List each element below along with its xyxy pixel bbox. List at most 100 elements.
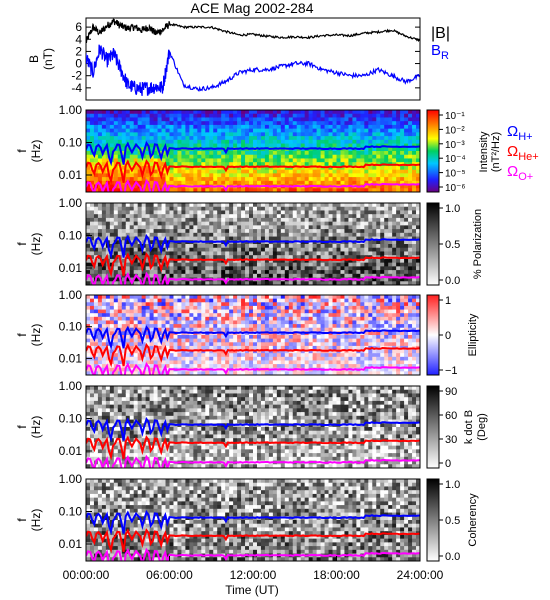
heatmap-cell: [161, 309, 167, 314]
heatmap-cell: [233, 188, 238, 192]
heatmap-cell: [157, 113, 163, 119]
heatmap-cell: [400, 221, 405, 226]
heatmap-cell: [292, 360, 298, 365]
heatmap-cell: [185, 360, 190, 365]
heatmap-cell: [93, 244, 99, 249]
heatmap-cell: [340, 273, 346, 279]
heatmap-cell: [408, 143, 413, 148]
heatmap-cell: [264, 169, 270, 174]
heatmap-cell: [312, 217, 318, 223]
heatmap-cell: [233, 217, 238, 223]
heatmap-cell: [292, 225, 298, 230]
heatmap-cell: [177, 258, 183, 264]
heatmap-cell: [237, 206, 242, 212]
heatmap-cell: [165, 273, 171, 279]
heatmap-cell: [296, 364, 302, 369]
heatmap-cell: [229, 342, 234, 347]
heatmap-cell: [149, 356, 155, 362]
heatmap-cell: [241, 232, 246, 238]
heatmap-cell: [165, 327, 171, 332]
heatmap-cell: [304, 309, 310, 314]
heatmap-cell: [256, 173, 262, 178]
heatmap-cell: [129, 320, 135, 325]
heatmap-cell: [213, 165, 218, 171]
heatmap-cell: [376, 177, 381, 182]
heatmap-cell: [360, 266, 365, 271]
heatmap-cell: [344, 177, 350, 182]
heatmap-cell: [272, 225, 278, 230]
heatmap-cell: [113, 165, 119, 171]
heatmap-cell: [372, 158, 377, 163]
heatmap-cell: [229, 151, 234, 156]
heatmap-cell: [384, 165, 389, 171]
heatmap-cell: [109, 225, 115, 230]
heatmap-cell: [364, 136, 369, 141]
heatmap-cell: [153, 270, 159, 275]
heatmap-cell: [213, 139, 218, 145]
heatmap-cell: [404, 203, 409, 208]
heatmap-cell: [209, 309, 214, 314]
heatmap-cell: [360, 281, 365, 285]
heatmap-cell: [249, 356, 254, 362]
heatmap-cell: [412, 214, 417, 219]
heatmap-cell: [93, 305, 99, 311]
heatmap-cell: [169, 139, 175, 145]
heatmap-cell: [388, 244, 393, 249]
heatmap-cell: [308, 188, 314, 192]
heatmap-cell: [89, 177, 95, 182]
heatmap-cell: [221, 244, 226, 249]
heatmap-cell: [400, 177, 405, 182]
heatmap-cell: [141, 128, 147, 133]
heatmap-cell: [352, 247, 357, 253]
heatmap-cell: [101, 298, 107, 303]
heatmap-cell: [268, 173, 274, 178]
heatmap-cell: [129, 124, 135, 130]
heatmap-cell: [396, 124, 401, 130]
heatmap-cell: [384, 217, 389, 223]
heatmap-cell: [101, 316, 107, 322]
heatmap-cell: [117, 262, 123, 267]
heatmap-cell: [245, 295, 250, 300]
heatmap-cell: [308, 162, 314, 167]
heatmap-cell: [416, 214, 420, 219]
heatmap-cell: [193, 302, 198, 307]
heatmap-cell: [157, 162, 163, 167]
heatmap-cell: [404, 221, 409, 226]
heatmap-cell: [241, 188, 246, 192]
heatmap-cell: [332, 210, 338, 215]
heatmap-cell: [256, 273, 262, 279]
heatmap-cell: [276, 338, 282, 343]
heatmap-cell: [253, 345, 258, 351]
heatmap-cell: [129, 331, 135, 336]
heatmap-cell: [396, 229, 401, 234]
heatmap-cell: [352, 221, 357, 226]
heatmap-cell: [237, 266, 242, 271]
heatmap-cell: [256, 203, 262, 208]
heatmap-cell: [280, 342, 286, 347]
heatmap-cell: [284, 217, 290, 223]
heatmap-cell: [153, 251, 159, 256]
heatmap-cell: [400, 214, 405, 219]
heatmap-cell: [368, 124, 373, 130]
heatmap-cell: [137, 180, 143, 186]
heatmap-cell: [197, 313, 202, 318]
heatmap-cell: [340, 210, 346, 215]
heatmap-cell: [185, 225, 190, 230]
heatmap-cell: [233, 128, 238, 133]
heatmap-cell: [253, 180, 258, 186]
heatmap-cell: [169, 302, 175, 307]
heatmap-cell: [185, 162, 190, 167]
heatmap-cell: [189, 229, 194, 234]
heatmap-cell: [241, 356, 246, 362]
heatmap-cell: [356, 158, 361, 163]
heatmap-cell: [141, 121, 147, 126]
heatmap-cell: [133, 320, 139, 325]
heatmap-cell: [169, 217, 175, 223]
heatmap-cell: [193, 266, 198, 271]
heatmap-cell: [125, 229, 131, 234]
heatmap-cell: [380, 188, 385, 192]
heatmap-cell: [380, 262, 385, 267]
heatmap-cell: [169, 364, 175, 369]
heatmap-cell: [133, 136, 139, 141]
heatmap-cell: [201, 353, 206, 358]
